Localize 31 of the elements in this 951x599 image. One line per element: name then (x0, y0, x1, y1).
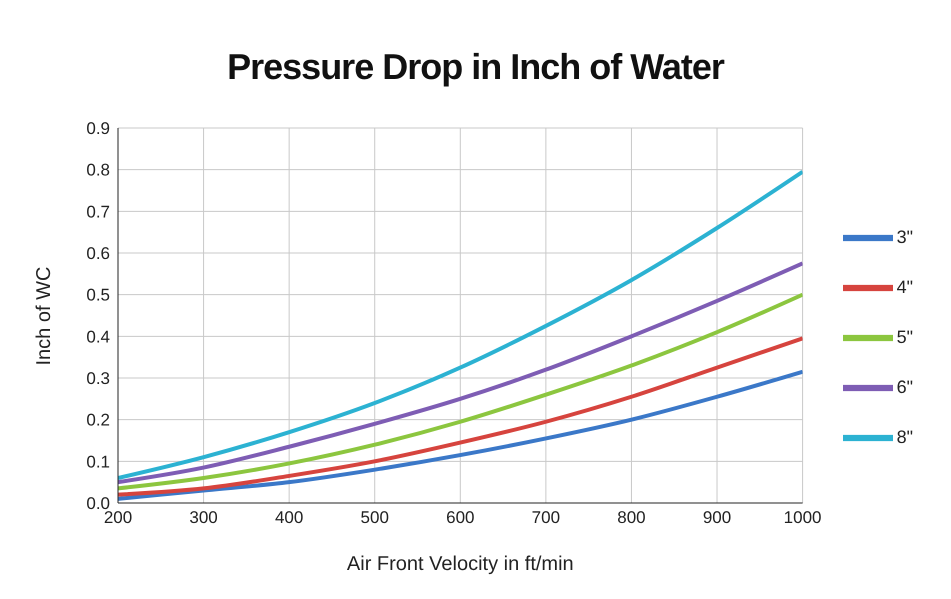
x-tick-label: 200 (104, 508, 132, 528)
line-series (118, 261, 803, 484)
line-series (118, 292, 803, 490)
x-tick-label: 700 (532, 508, 560, 528)
x-tick-label: 300 (189, 508, 218, 528)
line-series (118, 370, 803, 501)
chart-title: Pressure Drop in Inch of Water (226, 45, 726, 88)
x-tick-label: 400 (274, 508, 304, 528)
legend-label: 4" (896, 276, 913, 297)
line-series (118, 336, 803, 497)
x-tick-label: 1000 (784, 508, 822, 528)
y-tick-label: 0.6 (86, 244, 110, 264)
x-tick-label: 800 (617, 508, 646, 528)
y-tick-label: 0.7 (86, 202, 110, 222)
y-tick-label: 0.9 (86, 119, 110, 138)
y-tick-label: 0.1 (86, 452, 110, 472)
x-tick-label: 900 (702, 508, 732, 528)
legend-label: 8" (896, 426, 913, 447)
x-axis-title: Air Front Velocity in ft/min (346, 553, 574, 575)
y-tick-label: 0.4 (86, 327, 110, 346)
x-tick-label: 500 (360, 508, 389, 528)
line-series (118, 170, 803, 480)
y-tick-label: 0.3 (86, 369, 110, 388)
legend-label: 6" (896, 376, 913, 397)
x-tick-label: 600 (446, 508, 474, 528)
y-axis-title: Inch of WC (33, 266, 56, 366)
y-tick-label: 0.5 (86, 286, 110, 305)
y-tick-label: 0.2 (86, 410, 110, 430)
y-tick-label: 0.8 (86, 160, 110, 180)
legend-label: 5" (896, 326, 913, 347)
legend-label: 3" (896, 226, 913, 247)
